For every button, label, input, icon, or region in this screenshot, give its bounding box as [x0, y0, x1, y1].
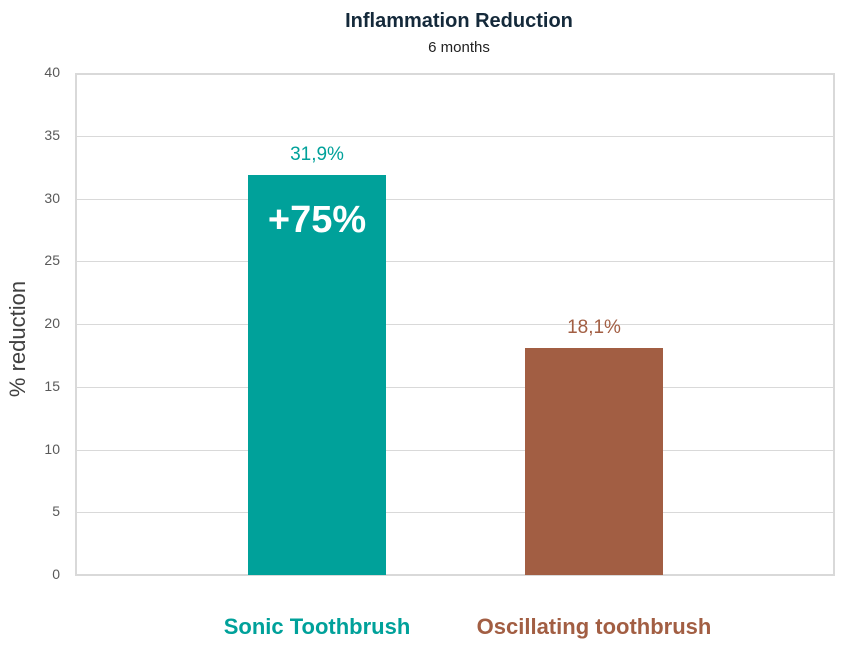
gridline [75, 136, 835, 137]
bar-sonic-toothbrush [248, 175, 386, 575]
y-tick-label: 5 [52, 503, 60, 519]
category-label-sonic: Sonic Toothbrush [223, 614, 411, 639]
bar-oscillating-toothbrush [525, 348, 663, 575]
gridline [75, 199, 835, 200]
gridline [75, 387, 835, 388]
x-axis-line [75, 574, 835, 576]
chart-title: Inflammation Reduction [345, 10, 573, 32]
y-tick-label: 20 [44, 315, 60, 331]
y-tick-label: 25 [44, 252, 60, 268]
y-axis-label: % reduction [5, 280, 30, 398]
gridline [75, 261, 835, 262]
y-tick-label: 40 [44, 64, 60, 80]
gridline [75, 512, 835, 513]
category-label-oscillating: Oscillating toothbrush [476, 614, 712, 639]
chart-subtitle: 6 months [428, 39, 490, 56]
y-tick-label: 10 [44, 441, 60, 457]
y-tick-label: 35 [44, 127, 60, 143]
y-tick-label: 0 [52, 566, 60, 582]
gridline [75, 450, 835, 451]
y-tick-label: 15 [44, 378, 60, 394]
y-tick-label: 30 [44, 190, 60, 206]
data-label-sonic: 31,9% [290, 144, 344, 165]
gridline [75, 324, 835, 325]
data-label-oscillating: 18,1% [567, 317, 621, 338]
increase-annotation: +75% [267, 199, 367, 241]
